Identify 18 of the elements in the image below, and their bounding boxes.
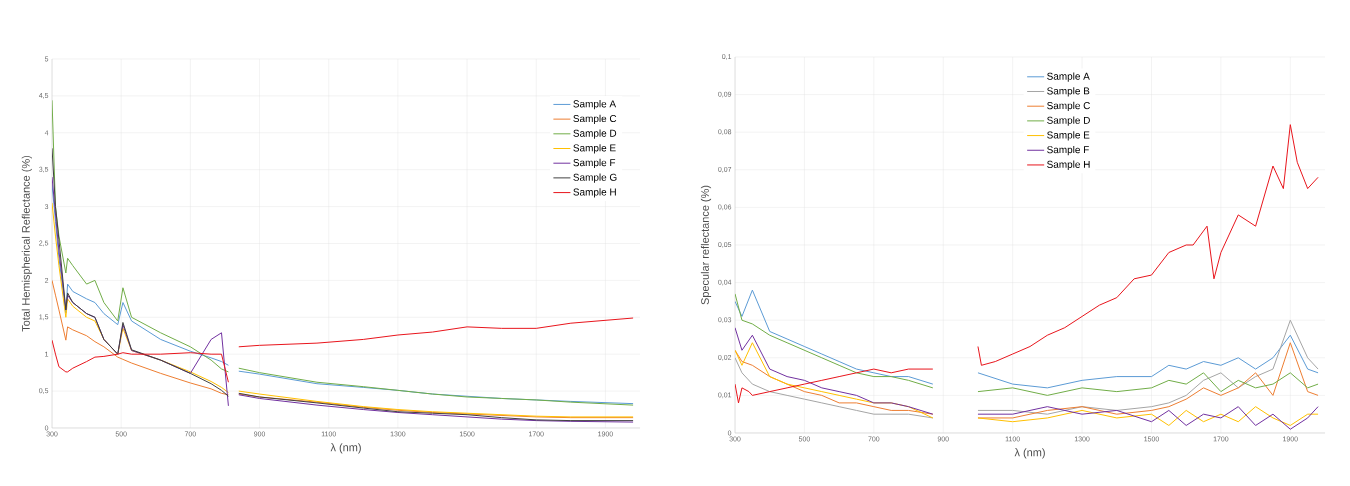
- legend-label: Sample E: [1047, 131, 1090, 141]
- y-axis-title: Total Hemispherical Reflectance (%): [21, 155, 32, 332]
- legend-label: Sample F: [1047, 145, 1089, 156]
- legend-label: Sample C: [1047, 101, 1090, 112]
- legend-label: Sample F: [573, 158, 616, 169]
- legend-label: Sample A: [1047, 72, 1090, 82]
- legend-label: Sample E: [573, 144, 616, 154]
- legend-label: Sample H: [1047, 160, 1090, 170]
- legend-label: Sample C: [573, 114, 617, 125]
- y-axis-title: Specular reflectance (%): [700, 185, 712, 305]
- legend-label: Sample H: [573, 188, 616, 198]
- legend-label: Sample G: [573, 173, 617, 183]
- x-axis-title: λ (nm): [330, 443, 361, 454]
- legend-label: Sample B: [1047, 87, 1090, 97]
- x-axis-title: λ (nm): [1014, 448, 1045, 459]
- legend-label: Sample A: [573, 100, 617, 110]
- legend-label: Sample D: [1047, 116, 1090, 126]
- legend-label: Sample D: [573, 129, 617, 139]
